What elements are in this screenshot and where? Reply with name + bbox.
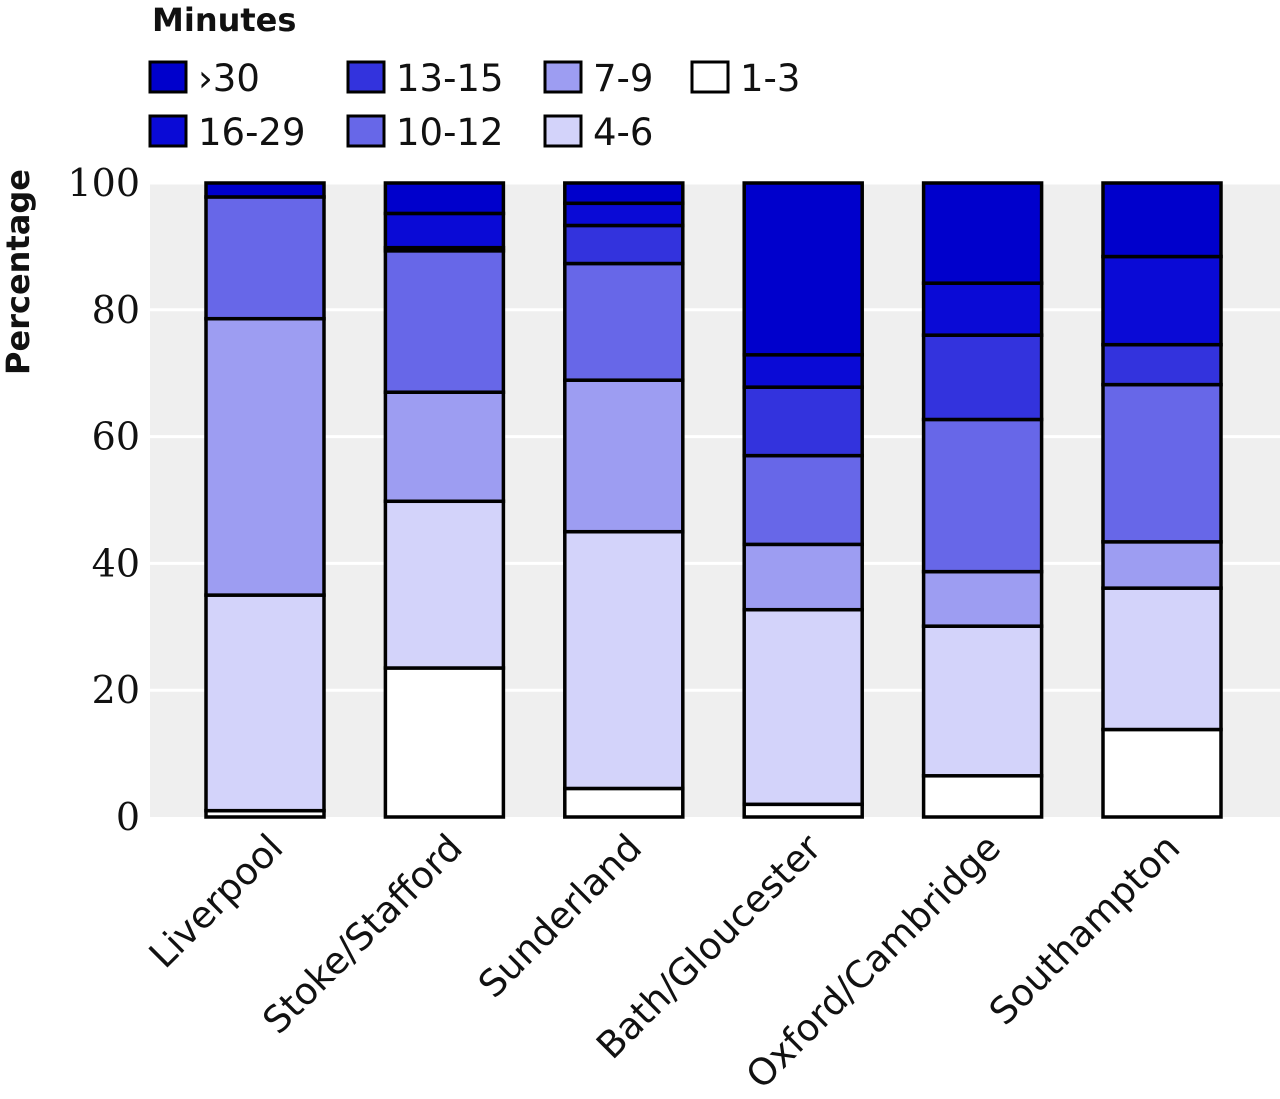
bar-segment <box>204 593 326 813</box>
bar-segment <box>921 569 1044 628</box>
legend-title: Minutes <box>152 1 296 39</box>
y-tick-label: 0 <box>116 795 140 839</box>
y-tick-label: 100 <box>67 161 140 205</box>
bar-segment <box>1101 540 1223 590</box>
bar-segment <box>921 181 1044 285</box>
bar-segment <box>1101 254 1223 347</box>
plot-background <box>150 183 1280 817</box>
bar-stack <box>563 181 685 819</box>
bar-segment <box>383 390 506 504</box>
bar-segment <box>1101 181 1223 259</box>
gridlines <box>150 181 1280 692</box>
bar-segment <box>742 802 864 819</box>
bar-segment <box>204 316 326 597</box>
x-tick-label: Southampton <box>981 826 1188 1033</box>
bar-segment <box>563 261 685 382</box>
legend-label: 16-29 <box>198 111 306 154</box>
bar-segment <box>742 542 864 612</box>
bar-stack <box>204 181 326 819</box>
x-tick-label: Sunderland <box>470 826 650 1006</box>
bars <box>204 181 1223 819</box>
bar-segment <box>1101 342 1223 387</box>
y-tick-label: 60 <box>92 415 140 459</box>
y-tick-label: 80 <box>92 288 140 332</box>
legend-swatch <box>148 60 188 94</box>
bar-stack <box>383 181 506 819</box>
legend-label: 7-9 <box>593 57 653 100</box>
bar-segment <box>742 181 864 357</box>
y-axis-title: Percentage <box>0 169 37 375</box>
legend-swatch <box>148 114 188 148</box>
x-tick-label: Liverpool <box>141 826 291 976</box>
legend-swatch <box>690 60 730 94</box>
legend-swatch <box>346 114 386 148</box>
bar-segment <box>563 786 685 819</box>
legend-label: 13-15 <box>396 57 504 100</box>
bar-segment <box>742 453 864 547</box>
y-tick-label: 20 <box>92 668 140 712</box>
bar-segment <box>563 223 685 266</box>
bar-segment <box>921 417 1044 574</box>
bar-segment <box>1101 382 1223 544</box>
bar-segment <box>383 666 506 819</box>
legend-swatch <box>543 60 583 94</box>
bar-segment <box>1101 727 1223 819</box>
bar-segment <box>921 333 1044 422</box>
bar-segment <box>383 181 506 216</box>
legend-label: 4-6 <box>593 111 653 154</box>
bar-segment <box>921 624 1044 778</box>
bar-stack <box>742 181 864 819</box>
bar-segment <box>563 181 685 206</box>
bar-segment <box>742 385 864 458</box>
bar-stack <box>1101 181 1223 819</box>
bar-segment <box>204 181 326 199</box>
legend-label: 10-12 <box>396 111 504 154</box>
bar-segment <box>1101 586 1223 732</box>
bar-segment <box>204 195 326 321</box>
bar-segment <box>383 249 506 394</box>
y-axis: 0 20 40 60 80 100 <box>67 161 140 839</box>
y-tick-label: 40 <box>92 541 140 585</box>
legend-swatch <box>346 60 386 94</box>
bar-segment <box>742 607 864 807</box>
legend: Minutes ›30 13-15 7-9 1-3 16-29 10-12 4-6 <box>148 1 800 154</box>
bar-segment <box>563 201 685 228</box>
legend-swatch <box>543 114 583 148</box>
legend-label: ›30 <box>198 57 260 100</box>
legend-label: 1-3 <box>740 57 800 100</box>
bar-segment <box>563 529 685 791</box>
bar-stack <box>921 181 1044 819</box>
bar-segment <box>921 774 1044 819</box>
bar-segment <box>742 353 864 389</box>
bar-segment <box>383 499 506 670</box>
bar-segment <box>921 281 1044 337</box>
bar-segment <box>563 378 685 534</box>
bar-segment <box>383 211 506 250</box>
